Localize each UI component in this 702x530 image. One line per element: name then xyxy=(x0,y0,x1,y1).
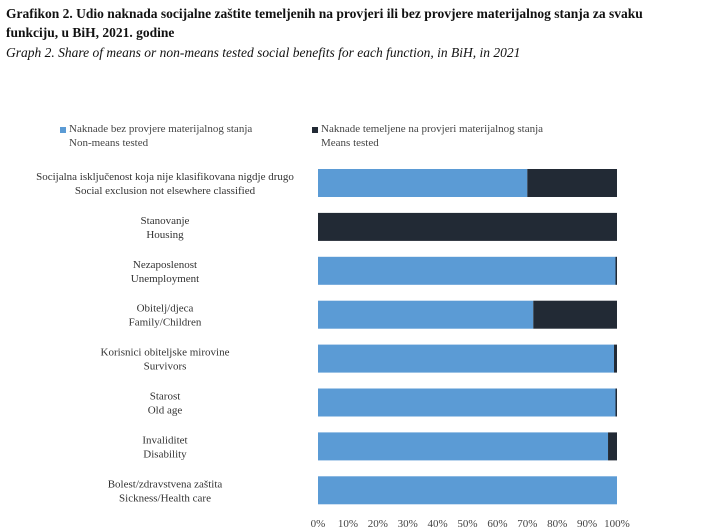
legend-label-means-bs: Naknade temeljene na provjeri materijaln… xyxy=(321,123,544,135)
x-tick-label-5: 50% xyxy=(457,518,477,530)
bar-segment-means-2 xyxy=(615,256,617,285)
category-label-en-4: Survivors xyxy=(144,361,187,373)
bar-segment-non-means-5 xyxy=(318,388,616,417)
bar-segment-non-means-4 xyxy=(318,344,615,373)
category-label-en-0: Social exclusion not elsewhere classifie… xyxy=(75,185,256,197)
bar-segment-means-0 xyxy=(527,169,617,197)
category-label-en-6: Disability xyxy=(143,448,187,460)
category-label-en-5: Old age xyxy=(148,405,183,417)
legend-label-non-means-en: Non-means tested xyxy=(69,137,149,149)
legend-swatch-non-means xyxy=(60,127,66,133)
category-label-en-7: Sickness/Health care xyxy=(119,492,211,504)
bar-segment-non-means-2 xyxy=(318,256,616,285)
category-label-bs-6: Invaliditet xyxy=(142,434,187,446)
chart-title-en: Graph 2. Share of means or non-means tes… xyxy=(6,45,521,60)
bar-segment-means-1 xyxy=(318,212,617,241)
category-label-bs-3: Obitelj/djeca xyxy=(137,303,194,315)
category-label-bs-1: Stanovanje xyxy=(141,215,190,227)
category-label-bs-4: Korisnici obiteljske mirovine xyxy=(101,347,230,359)
legend-item-means: Naknade temeljene na provjeri materijaln… xyxy=(312,122,543,150)
category-label-en-1: Housing xyxy=(146,229,184,241)
category-label-bs-0: Socijalna isključenost koja nije klasifi… xyxy=(36,171,294,183)
x-tick-label-10: 100% xyxy=(604,518,630,530)
category-label-bs-7: Bolest/zdravstvena zaštita xyxy=(108,478,223,490)
bar-segment-non-means-0 xyxy=(318,169,528,197)
category-label-en-3: Family/Children xyxy=(129,317,202,329)
legend-label-non-means-bs: Naknade bez provjere materijalnog stanja xyxy=(69,123,253,135)
x-tick-label-6: 60% xyxy=(487,518,507,530)
x-tick-label-1: 10% xyxy=(338,518,358,530)
bar-segment-means-3 xyxy=(533,300,617,329)
x-tick-label-7: 70% xyxy=(517,518,537,530)
category-label-en-2: Unemployment xyxy=(131,273,199,285)
legend-label-means-en: Means tested xyxy=(321,137,379,149)
bar-segment-means-5 xyxy=(615,388,617,417)
category-label-bs-2: Nezaposlenost xyxy=(133,259,197,271)
x-tick-label-2: 20% xyxy=(368,518,388,530)
bar-segment-means-6 xyxy=(608,432,617,461)
chart-title-bs: Grafikon 2. Udio naknada socijalne zašti… xyxy=(6,6,643,40)
bar-segment-non-means-6 xyxy=(318,432,609,461)
legend-swatch-means xyxy=(312,127,318,133)
bar-segment-means-4 xyxy=(614,344,617,373)
legend-item-non-means: Naknade bez provjere materijalnog stanja… xyxy=(60,122,252,150)
x-tick-label-9: 90% xyxy=(577,518,597,530)
x-tick-label-0: 0% xyxy=(311,518,326,530)
x-tick-label-8: 80% xyxy=(547,518,567,530)
x-tick-label-3: 30% xyxy=(398,518,418,530)
bar-segment-non-means-7 xyxy=(318,476,617,505)
bar-segment-non-means-3 xyxy=(318,300,534,329)
category-label-bs-5: Starost xyxy=(150,391,181,403)
x-tick-label-4: 40% xyxy=(428,518,448,530)
